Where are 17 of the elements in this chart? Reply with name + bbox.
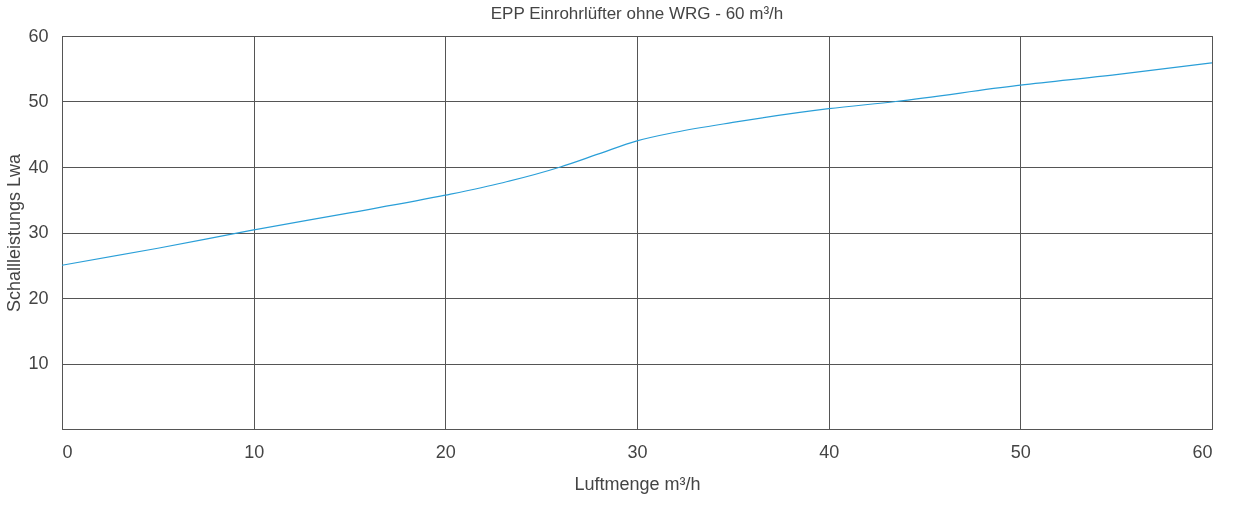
- y-tick-label: 60: [28, 25, 49, 46]
- x-tick-label: 60: [1192, 441, 1213, 462]
- chart-title: EPP Einrohrlüfter ohne WRG - 60 m³/h: [490, 4, 784, 23]
- x-tick-label: 10: [244, 441, 265, 462]
- line-series: [61, 62, 1213, 266]
- x-tick-label: 40: [819, 441, 840, 462]
- y-tick-label: 20: [28, 287, 49, 308]
- x-axis-title: Luftmenge m³/h: [574, 473, 701, 494]
- y-tick-label: 40: [28, 156, 49, 177]
- y-tick-label: 10: [28, 353, 49, 373]
- x-tick-label: 50: [1010, 441, 1031, 462]
- x-tick-label: 0: [62, 441, 73, 462]
- y-axis-title: Schallleistungs Lwa: [4, 152, 25, 313]
- x-tick-label: 30: [627, 441, 648, 462]
- y-tick-label: 30: [28, 222, 49, 242]
- x-tick-label: 20: [435, 441, 456, 462]
- y-tick-label: 50: [28, 91, 49, 111]
